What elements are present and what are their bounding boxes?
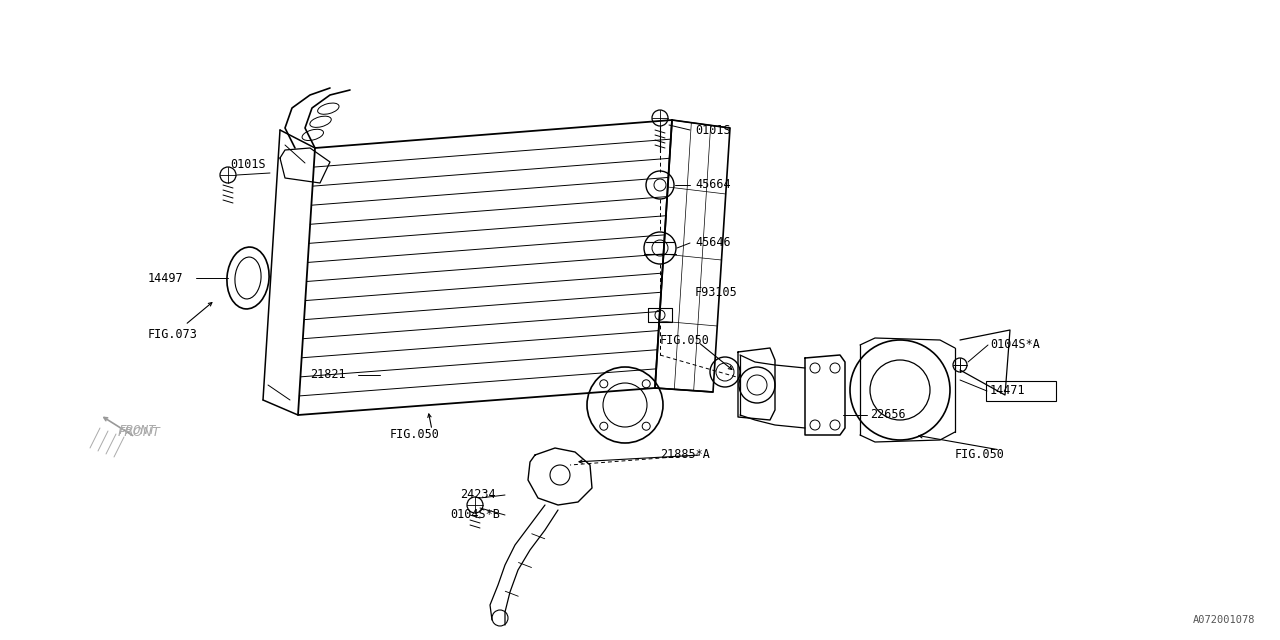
Text: 0101S: 0101S — [230, 159, 266, 172]
Text: 0104S*A: 0104S*A — [989, 339, 1039, 351]
Text: 14471: 14471 — [989, 383, 1025, 397]
Text: 0104S*B: 0104S*B — [451, 509, 500, 522]
Text: 21885*A: 21885*A — [660, 449, 710, 461]
Text: 45664: 45664 — [695, 179, 731, 191]
Text: FRONT: FRONT — [118, 426, 161, 438]
Text: 22656: 22656 — [870, 408, 906, 422]
Text: A072001078: A072001078 — [1193, 615, 1254, 625]
Text: FIG.050: FIG.050 — [660, 333, 710, 346]
Text: 24234: 24234 — [460, 488, 495, 502]
Text: FIG.050: FIG.050 — [955, 449, 1005, 461]
Text: FIG.073: FIG.073 — [148, 328, 198, 342]
Text: 45646: 45646 — [695, 237, 731, 250]
Text: FRONT: FRONT — [118, 424, 155, 436]
Text: 21821: 21821 — [310, 369, 346, 381]
Text: 14497: 14497 — [148, 271, 183, 285]
Text: 0101S: 0101S — [695, 124, 731, 136]
Text: F93105: F93105 — [695, 287, 737, 300]
Text: FIG.050: FIG.050 — [390, 429, 440, 442]
